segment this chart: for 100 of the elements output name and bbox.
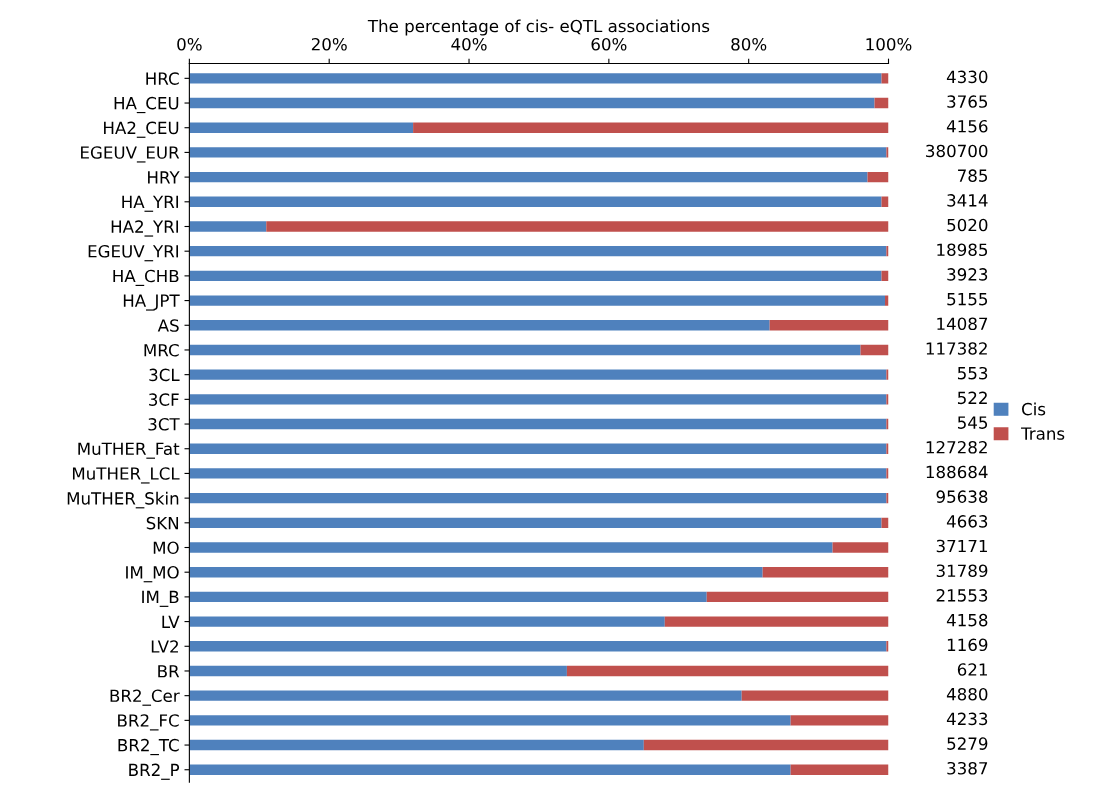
x-tick-label: 20% [311,37,347,51]
bar [266,221,889,232]
bar [189,97,875,109]
x-axis-title: The percentage of cis- eQTL associations [367,19,710,36]
bar [886,443,889,454]
bar [886,147,889,158]
text: 127282 [926,440,987,454]
bar [189,517,882,528]
bar [706,591,889,603]
bar [189,344,861,356]
bar [189,270,882,282]
y-tick-label: BR2_Cer [110,689,180,706]
bar [189,616,665,627]
bar [189,641,887,652]
legend-label: Trans [1021,427,1065,440]
text: 188684 [926,465,988,479]
y-tick-label: BR [158,665,180,678]
bar [664,616,889,627]
bar [189,246,887,257]
bar [566,665,889,677]
bar [874,97,889,109]
y-tick-label: LV2 [151,640,178,653]
bar [189,739,644,751]
bar [762,567,889,578]
bar [790,764,889,775]
bar [189,394,887,405]
bar [867,171,889,183]
y-tick-label: IM_B [142,590,179,607]
y-tick-label: 3CT [148,418,180,431]
y-tick-label: BR2_P [129,763,180,780]
y-tick-label: LV [162,615,180,628]
bar [189,665,567,677]
y-tick-label: HRC [146,72,179,85]
bar [189,295,886,306]
y-tick-label: HA_JPT [123,294,180,311]
legend-label: Cis [1022,402,1046,416]
text: 785 [958,169,988,182]
bar [790,715,889,726]
y-tick-label: 3CL [149,368,180,382]
text: 4880 [946,687,988,701]
text: 37171 [936,539,987,553]
y-tick-label: AS [157,319,179,332]
text: 21553 [936,589,988,602]
y-tick-label: SKN [146,516,179,530]
bar [189,171,868,183]
bar [413,122,889,133]
bar [885,295,889,306]
bar [643,739,889,751]
text: 621 [957,663,987,676]
y-tick-label: MRC [144,343,179,357]
y-tick-label: HRY [148,171,180,184]
text: 5155 [947,293,988,306]
text: 3765 [947,95,988,108]
y-tick-label: HA2_CEU [104,121,179,138]
bar [886,246,889,257]
x-tick-label: 80% [731,37,767,51]
y-tick-label: 3CF [149,393,179,406]
text: 31789 [936,564,988,578]
text: 522 [957,391,987,405]
bar [860,344,889,356]
text: 14087 [937,317,988,331]
y-tick-label: HA_YRI [122,195,179,212]
y-tick-label: MuTHER_LCL [72,467,180,484]
text: 3414 [947,194,988,207]
text: 5279 [947,737,988,750]
bar [189,369,887,380]
text: 117382 [926,342,987,355]
bar [886,369,889,380]
x-tick-label: 100% [866,37,912,51]
text: 4156 [946,119,988,133]
text: 5020 [947,218,988,232]
bar [189,122,414,133]
bar [886,468,889,479]
bar [832,542,889,553]
x-tick-label: 0% [177,37,202,51]
bar [769,320,889,331]
bar [741,690,889,701]
text: 545 [957,416,988,429]
y-tick-label: HA2_YRI [111,220,179,237]
y-tick-label: HA_CEU [114,96,179,114]
text: 4233 [946,712,988,726]
y-tick-label: BR2_TC [118,738,179,756]
y-tick-label: EGEUV_EUR [81,146,180,163]
text: 4158 [946,613,988,627]
text: 380700 [926,144,988,158]
bar [189,147,887,158]
bar [886,492,889,504]
bar [886,394,889,405]
y-tick-label: MO [153,541,179,555]
bar [189,715,791,726]
text: 4663 [946,515,988,528]
text: 3387 [947,761,988,775]
bar [189,492,887,504]
bar [189,443,887,454]
y-tick-label: HA_CHB [113,269,179,286]
bar [189,320,770,331]
bar [886,418,889,430]
x-tick-label: 40% [451,37,487,51]
bar [189,764,791,775]
bar [189,418,887,430]
